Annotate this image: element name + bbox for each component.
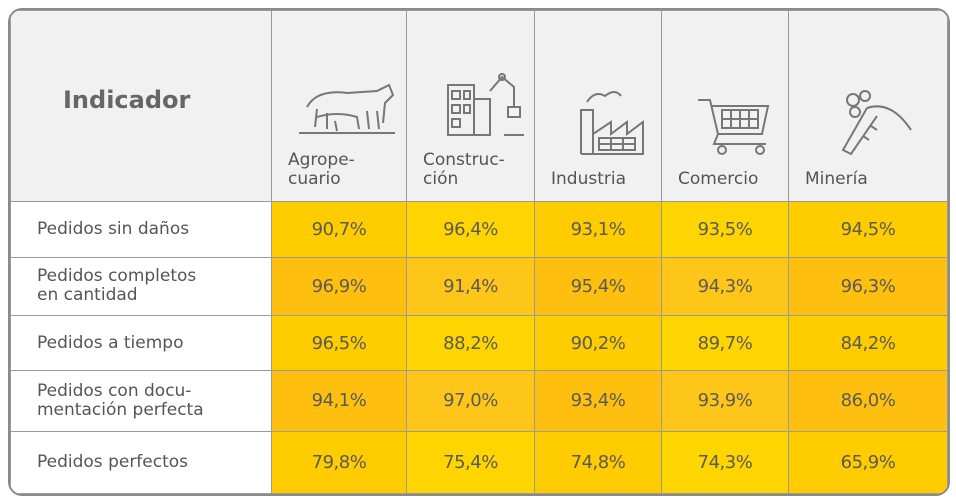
header-text: Indicador <box>63 85 191 114</box>
header-cell: Agrope- cuario <box>271 10 407 203</box>
value-cell: 90,7% <box>271 201 407 258</box>
value-cell: 88,2% <box>406 314 535 372</box>
value-cell: 96,5% <box>271 314 407 372</box>
value-cell: 86,0% <box>788 370 948 432</box>
header-text: Industria <box>551 169 627 190</box>
header-cell: Industria <box>534 10 662 203</box>
value-cell: 90,2% <box>534 314 662 372</box>
value-cell: 79,8% <box>271 430 407 494</box>
table-frame: Indicador Agrope- cuario Construc- ción … <box>8 8 950 496</box>
value-cell: 74,3% <box>661 430 789 494</box>
value-cell: 84,2% <box>788 314 948 372</box>
icon-mineria <box>841 90 912 156</box>
value-cell: 65,9% <box>788 430 948 494</box>
table-row: Pedidos a tiempo 96,5% 88,2% 90,2% 89,7% 84,2… <box>10 314 948 372</box>
value-cell: 97,0% <box>406 370 535 432</box>
row-label: Pedidos a tiempo <box>10 314 272 372</box>
table: Indicador Agrope- cuario Construc- ción … <box>10 10 948 494</box>
value-cell: 94,3% <box>661 256 789 316</box>
row-label: Pedidos perfectos <box>10 430 272 494</box>
table-row: Pedidos completos en cantidad 96,9% 91,4% 9… <box>10 256 948 316</box>
icon-construccion <box>446 73 524 137</box>
header-cell: Comercio <box>661 10 789 203</box>
icon-agro <box>299 83 395 135</box>
table-row: Pedidos perfectos 79,8% 75,4% 74,8% 74,3% 65,… <box>10 430 948 494</box>
header-text: Agrope- cuario <box>288 150 355 190</box>
value-cell: 93,1% <box>534 201 662 258</box>
value-cell: 95,4% <box>534 256 662 316</box>
icon-industria <box>580 91 644 156</box>
value-cell: 96,4% <box>406 201 535 258</box>
header-cell: Construc- ción <box>406 10 535 203</box>
row-label: Pedidos sin daños <box>10 201 272 258</box>
header-text: Construc- ción <box>423 150 505 190</box>
value-cell: 75,4% <box>406 430 535 494</box>
header-row: Indicador Agrope- cuario Construc- ción … <box>10 10 948 203</box>
value-cell: 96,3% <box>788 256 948 316</box>
row-label: Pedidos completos en cantidad <box>10 256 272 316</box>
value-cell: 93,5% <box>661 201 789 258</box>
value-cell: 74,8% <box>534 430 662 494</box>
table-row: Pedidos con docu- mentación perfecta 94,1… <box>10 370 948 432</box>
value-cell: 93,9% <box>661 370 789 432</box>
value-cell: 89,7% <box>661 314 789 372</box>
value-cell: 96,9% <box>271 256 407 316</box>
header-cell: Indicador <box>10 10 272 203</box>
header-cell: Minería <box>788 10 948 203</box>
icon-comercio <box>698 99 770 156</box>
value-cell: 91,4% <box>406 256 535 316</box>
header-text: Minería <box>805 169 868 190</box>
row-label: Pedidos con docu- mentación perfecta <box>10 370 272 432</box>
header-text: Comercio <box>678 169 759 190</box>
value-cell: 93,4% <box>534 370 662 432</box>
value-cell: 94,1% <box>271 370 407 432</box>
value-cell: 94,5% <box>788 201 948 258</box>
table-row: Pedidos sin daños 90,7% 96,4% 93,1% 93,5% 94,… <box>10 201 948 258</box>
